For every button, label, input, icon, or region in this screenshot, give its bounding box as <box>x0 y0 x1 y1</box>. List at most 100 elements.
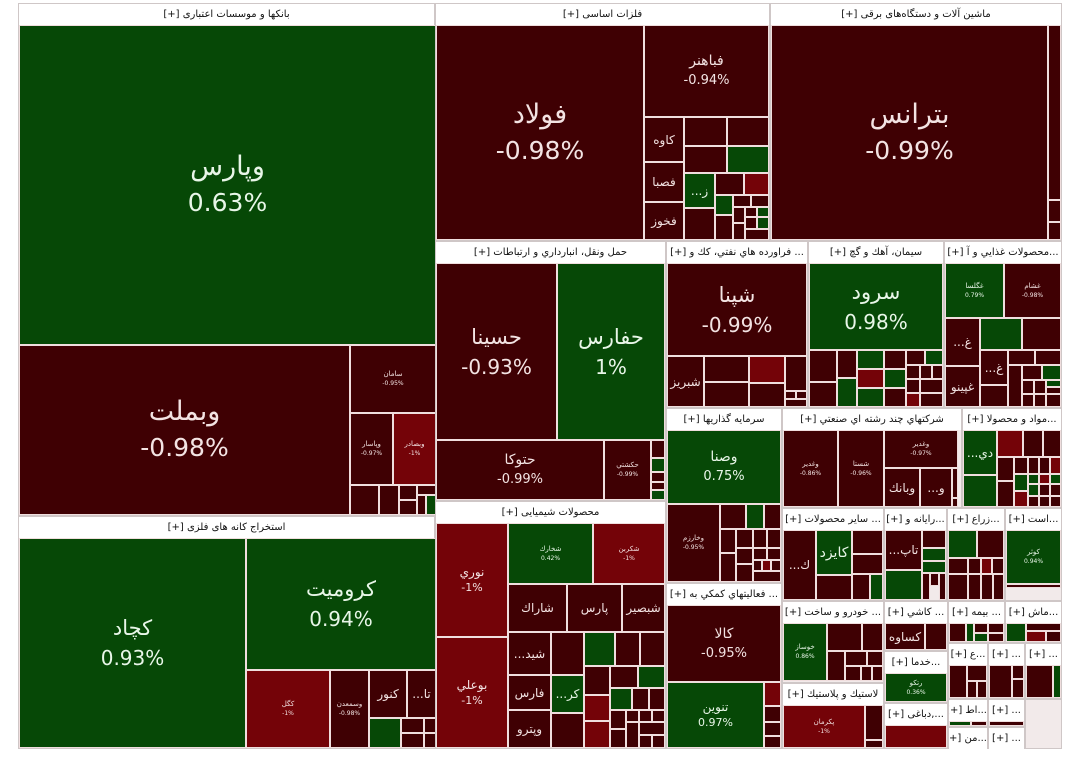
tile-kromit[interactable]: كروميت 0.94% <box>246 538 436 670</box>
tile[interactable] <box>639 710 652 722</box>
tile-vpetro[interactable]: وپترو <box>508 710 551 748</box>
tile-vkharazm[interactable]: وخارزم -0.95% <box>667 504 720 582</box>
tile-pars[interactable]: پارس <box>567 584 622 632</box>
tile[interactable] <box>925 623 947 650</box>
tile[interactable] <box>1012 679 1024 698</box>
tile[interactable] <box>1022 380 1034 394</box>
sector-multi-header[interactable]: شرکتهاي چند رشته اي صنعتي [+] <box>783 409 961 430</box>
tile[interactable] <box>857 350 884 369</box>
tile[interactable] <box>816 575 852 600</box>
tile[interactable] <box>1050 474 1061 484</box>
tile[interactable] <box>417 495 426 515</box>
sector-cement-header[interactable]: سیمان، آهك و گچ [+] <box>809 242 943 263</box>
tile-kgol[interactable]: كگل -1% <box>246 670 330 748</box>
tile[interactable] <box>1026 665 1053 698</box>
tile[interactable] <box>1008 365 1022 407</box>
tile[interactable] <box>720 504 746 529</box>
tile[interactable] <box>988 623 1004 633</box>
tile[interactable] <box>989 721 1024 726</box>
tile[interactable] <box>379 485 399 515</box>
tile[interactable] <box>704 382 749 407</box>
tile[interactable] <box>785 399 807 407</box>
tile[interactable] <box>1014 491 1028 507</box>
tile[interactable] <box>827 651 845 681</box>
tile[interactable] <box>862 623 883 651</box>
sector-u3-header[interactable]: ... [+] <box>1026 644 1061 665</box>
tile[interactable] <box>974 623 988 633</box>
tile[interactable] <box>845 666 861 681</box>
tile[interactable] <box>974 633 988 642</box>
sector-u6-header[interactable]: ...من [+] <box>949 728 987 749</box>
tile-ta[interactable]: ...تا <box>407 670 436 718</box>
tile[interactable] <box>720 553 736 582</box>
tile-vpasar[interactable]: وپاسار -0.97% <box>350 413 393 485</box>
tile[interactable] <box>993 574 1004 600</box>
sector-materials-header[interactable]: ...مواد و محصولا [+] <box>963 409 1061 430</box>
tile[interactable] <box>845 651 867 666</box>
tile[interactable] <box>1035 350 1061 365</box>
tile[interactable] <box>764 682 781 706</box>
tile[interactable] <box>967 681 977 698</box>
tile[interactable] <box>968 574 981 600</box>
tile[interactable] <box>584 695 610 721</box>
sector-computer-header[interactable]: ...رايانه و [+] <box>885 509 946 530</box>
tile[interactable] <box>906 393 920 407</box>
tile[interactable] <box>997 430 1023 457</box>
tile[interactable] <box>981 558 992 574</box>
tile[interactable] <box>906 379 920 393</box>
tile[interactable] <box>920 393 943 407</box>
tile[interactable] <box>1026 623 1061 631</box>
tile[interactable] <box>749 356 785 383</box>
tile[interactable] <box>971 721 987 726</box>
sector-insurance-header[interactable]: ... بيمه [+] <box>949 602 1004 623</box>
tile-hfars[interactable]: حفارس 1% <box>557 263 665 440</box>
sector-mining-header[interactable]: استخراج کانه های فلزی [+] <box>19 517 434 538</box>
tile[interactable] <box>949 665 967 698</box>
tile[interactable] <box>417 485 436 495</box>
tile-fakhooz[interactable]: فخوز <box>644 202 684 240</box>
tile[interactable] <box>989 665 1012 698</box>
tile-vsmadan[interactable]: وسمعدن -0.98% <box>330 670 369 748</box>
tile[interactable] <box>1039 496 1050 507</box>
tile[interactable] <box>1022 365 1042 380</box>
tile[interactable] <box>1028 457 1039 474</box>
tile-vsena[interactable]: وصنا 0.75% <box>667 430 781 504</box>
tile[interactable] <box>771 560 781 571</box>
tile[interactable] <box>1048 200 1061 222</box>
tile-kaveh[interactable]: کاوه <box>644 117 684 162</box>
tile[interactable] <box>1046 387 1061 394</box>
sector-other-products-header[interactable]: ... ساير محصولات [+] <box>783 509 883 530</box>
tile[interactable] <box>885 570 922 600</box>
tile[interactable] <box>852 554 883 574</box>
tile[interactable] <box>796 391 807 399</box>
tile[interactable] <box>684 146 727 173</box>
tile-shepna[interactable]: شپنا -0.99% <box>667 263 807 356</box>
sector-u2-header[interactable]: ... [+] <box>989 644 1024 665</box>
tile[interactable] <box>764 722 781 736</box>
tile[interactable] <box>1028 496 1039 507</box>
tile[interactable] <box>727 117 769 146</box>
tile[interactable] <box>827 623 862 651</box>
tile-shkarbon[interactable]: شكربن -1% <box>593 523 665 584</box>
tile-vpars[interactable]: وپارس 0.63% <box>19 25 436 345</box>
tile-tanvin[interactable]: تنوين 0.97% <box>667 682 764 748</box>
tile[interactable] <box>684 117 727 146</box>
tile[interactable] <box>1046 631 1061 642</box>
tile[interactable] <box>733 223 745 240</box>
tile[interactable] <box>649 688 665 710</box>
tile[interactable] <box>1026 631 1046 642</box>
tile[interactable] <box>963 475 997 507</box>
tile[interactable] <box>977 681 987 698</box>
tile[interactable] <box>733 195 751 207</box>
tile[interactable] <box>980 385 1008 407</box>
tile-vbank[interactable]: وبانك <box>884 468 920 507</box>
tile[interactable] <box>852 530 883 554</box>
tile-shkharak[interactable]: شخارك 0.42% <box>508 523 593 584</box>
tile[interactable] <box>1023 430 1043 457</box>
sector-rubber-header[interactable]: لاستيك و پلاستيك [+] <box>783 684 883 705</box>
tile[interactable] <box>744 173 769 195</box>
tile[interactable] <box>865 705 883 740</box>
tile[interactable] <box>610 729 626 748</box>
tile[interactable] <box>651 472 665 482</box>
tile[interactable] <box>639 722 665 735</box>
